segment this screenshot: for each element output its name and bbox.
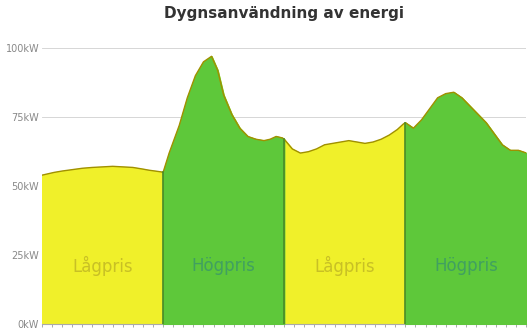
Text: Lågpris: Lågpris	[72, 256, 133, 277]
Text: Högpris: Högpris	[434, 257, 498, 276]
Title: Dygnsanvändning av energi: Dygnsanvändning av energi	[164, 6, 404, 20]
Text: Högpris: Högpris	[192, 257, 255, 276]
Text: Lågpris: Lågpris	[314, 256, 375, 277]
